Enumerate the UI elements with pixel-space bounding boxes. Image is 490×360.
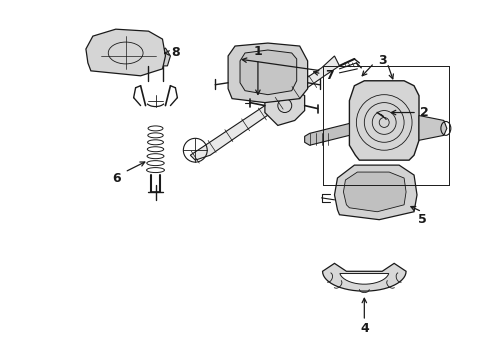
Polygon shape: [265, 89, 305, 125]
Polygon shape: [322, 264, 406, 291]
Polygon shape: [86, 29, 166, 76]
Polygon shape: [419, 116, 447, 140]
Text: 5: 5: [417, 213, 426, 226]
Polygon shape: [240, 50, 297, 95]
Polygon shape: [354, 111, 384, 129]
Polygon shape: [228, 43, 308, 103]
Polygon shape: [335, 165, 417, 220]
Polygon shape: [340, 274, 389, 284]
Text: 6: 6: [112, 171, 121, 185]
Text: 4: 4: [360, 322, 368, 336]
Polygon shape: [349, 81, 419, 160]
Text: 8: 8: [171, 46, 180, 59]
Text: 1: 1: [253, 45, 262, 58]
Polygon shape: [305, 123, 349, 145]
Polygon shape: [190, 56, 340, 160]
Polygon shape: [343, 172, 406, 212]
Text: 3: 3: [378, 54, 387, 67]
Polygon shape: [141, 46, 171, 66]
Text: 7: 7: [325, 69, 334, 82]
Text: 2: 2: [419, 106, 428, 119]
